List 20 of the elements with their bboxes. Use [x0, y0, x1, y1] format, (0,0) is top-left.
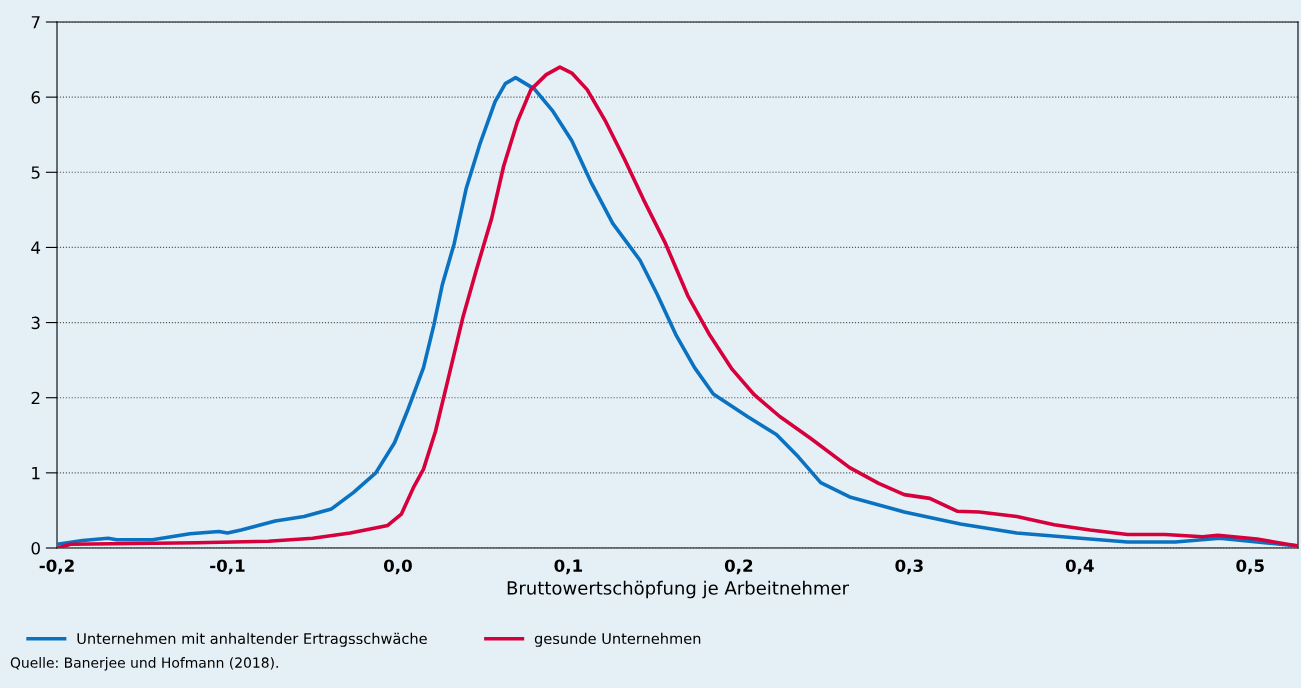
x-tick-label: 0,0	[383, 559, 412, 575]
y-tick-label: 6	[31, 91, 40, 104]
y-tick-label: 0	[31, 541, 40, 555]
x-tick-label: 0,1	[554, 559, 583, 575]
y-tick-label: 5	[31, 166, 40, 179]
legend-label: Unternehmen mit anhaltender Ertragsschwäche	[77, 632, 427, 647]
legend-label: gesunde Unternehmen	[534, 632, 701, 647]
y-tick-label: 3	[31, 316, 40, 330]
x-tick-label: 0,3	[895, 559, 923, 575]
y-tick-label: 7	[31, 16, 40, 29]
x-tick-label: -0,1	[210, 559, 245, 575]
x-tick-label: 0,4	[1065, 559, 1094, 575]
x-axis-title: Bruttowertschöpfung je Arbeitnehmer	[507, 580, 849, 599]
x-tick-label: 0,2	[724, 559, 753, 575]
y-tick-label: 1	[32, 467, 40, 480]
x-tick-label: 0,5	[1236, 559, 1264, 575]
y-tick-label: 4	[31, 241, 41, 254]
y-tick-label: 2	[31, 391, 40, 405]
source-note: Quelle: Banerjee und Hofmann (2018).	[10, 657, 278, 671]
x-tick-label: -0,2	[39, 559, 74, 575]
